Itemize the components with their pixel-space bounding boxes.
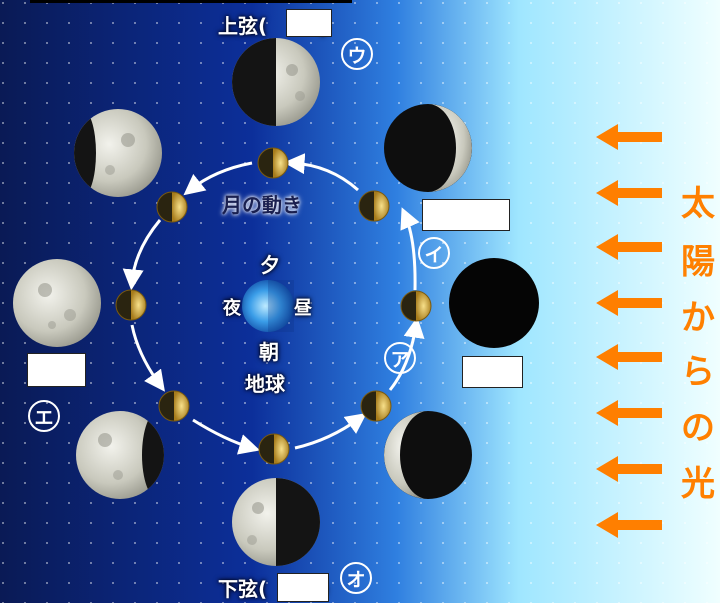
orbit-moon (400, 290, 432, 322)
earth-globe (242, 280, 294, 332)
earth-evening-label: 夕 (260, 253, 280, 277)
sunlight-char: 光 (681, 464, 715, 504)
moon-waning-gibbous (76, 411, 164, 499)
paren-open: ( (258, 577, 268, 601)
sun-arrow (596, 124, 662, 150)
sunlight-arrows (596, 124, 662, 538)
first-quarter-text: 上弦 (218, 14, 258, 38)
sunlight-char: ら (681, 352, 715, 392)
sunlight-char: 太 (681, 184, 715, 224)
orbit-moon (115, 289, 147, 321)
label-a: ア (384, 342, 416, 374)
answer-box-last-quarter[interactable] (277, 573, 329, 602)
label-u: ウ (341, 38, 373, 70)
answer-box-first-quarter[interactable] (286, 9, 332, 37)
orbit-moon (358, 190, 390, 222)
last-quarter-text: 下弦 (218, 577, 258, 601)
orbit-moon (360, 390, 392, 422)
moon-new (449, 258, 539, 348)
sun-arrow (596, 290, 662, 316)
label-o: オ (340, 562, 372, 594)
moon-waning-crescent (384, 411, 472, 499)
sun-arrow (596, 512, 662, 538)
paren-open: ( (258, 14, 268, 38)
sunlight-char: の (681, 408, 715, 448)
sunlight-char: 陽 (681, 242, 715, 282)
orbit-moon (257, 147, 289, 179)
answer-box-e[interactable] (27, 353, 86, 387)
moon-last-quarter (232, 478, 320, 566)
label-i: イ (418, 237, 450, 269)
moon-waxing-crescent (384, 104, 472, 192)
answer-box-a[interactable] (462, 356, 523, 388)
earth-day-label: 昼 (294, 298, 312, 319)
sun-arrow (596, 344, 662, 370)
moon-first-quarter (232, 38, 320, 126)
earth-morning-label: 朝 (259, 340, 279, 364)
label-e: エ (28, 400, 60, 432)
moon-full (13, 259, 101, 347)
earth-night-label: 夜 (223, 298, 241, 319)
orbit-direction-label: 月の動き (222, 193, 302, 217)
top-border-line (30, 0, 352, 3)
sun-arrow (596, 456, 662, 482)
sun-arrow (596, 234, 662, 260)
orbit-moon (156, 191, 188, 223)
earth-name-label: 地球 (245, 372, 285, 396)
answer-box-i[interactable] (422, 199, 510, 231)
sunlight-char: か (681, 298, 715, 338)
sun-arrow (596, 400, 662, 426)
orbit-moon (258, 433, 290, 465)
sun-arrow (596, 180, 662, 206)
orbit-moon (158, 390, 190, 422)
